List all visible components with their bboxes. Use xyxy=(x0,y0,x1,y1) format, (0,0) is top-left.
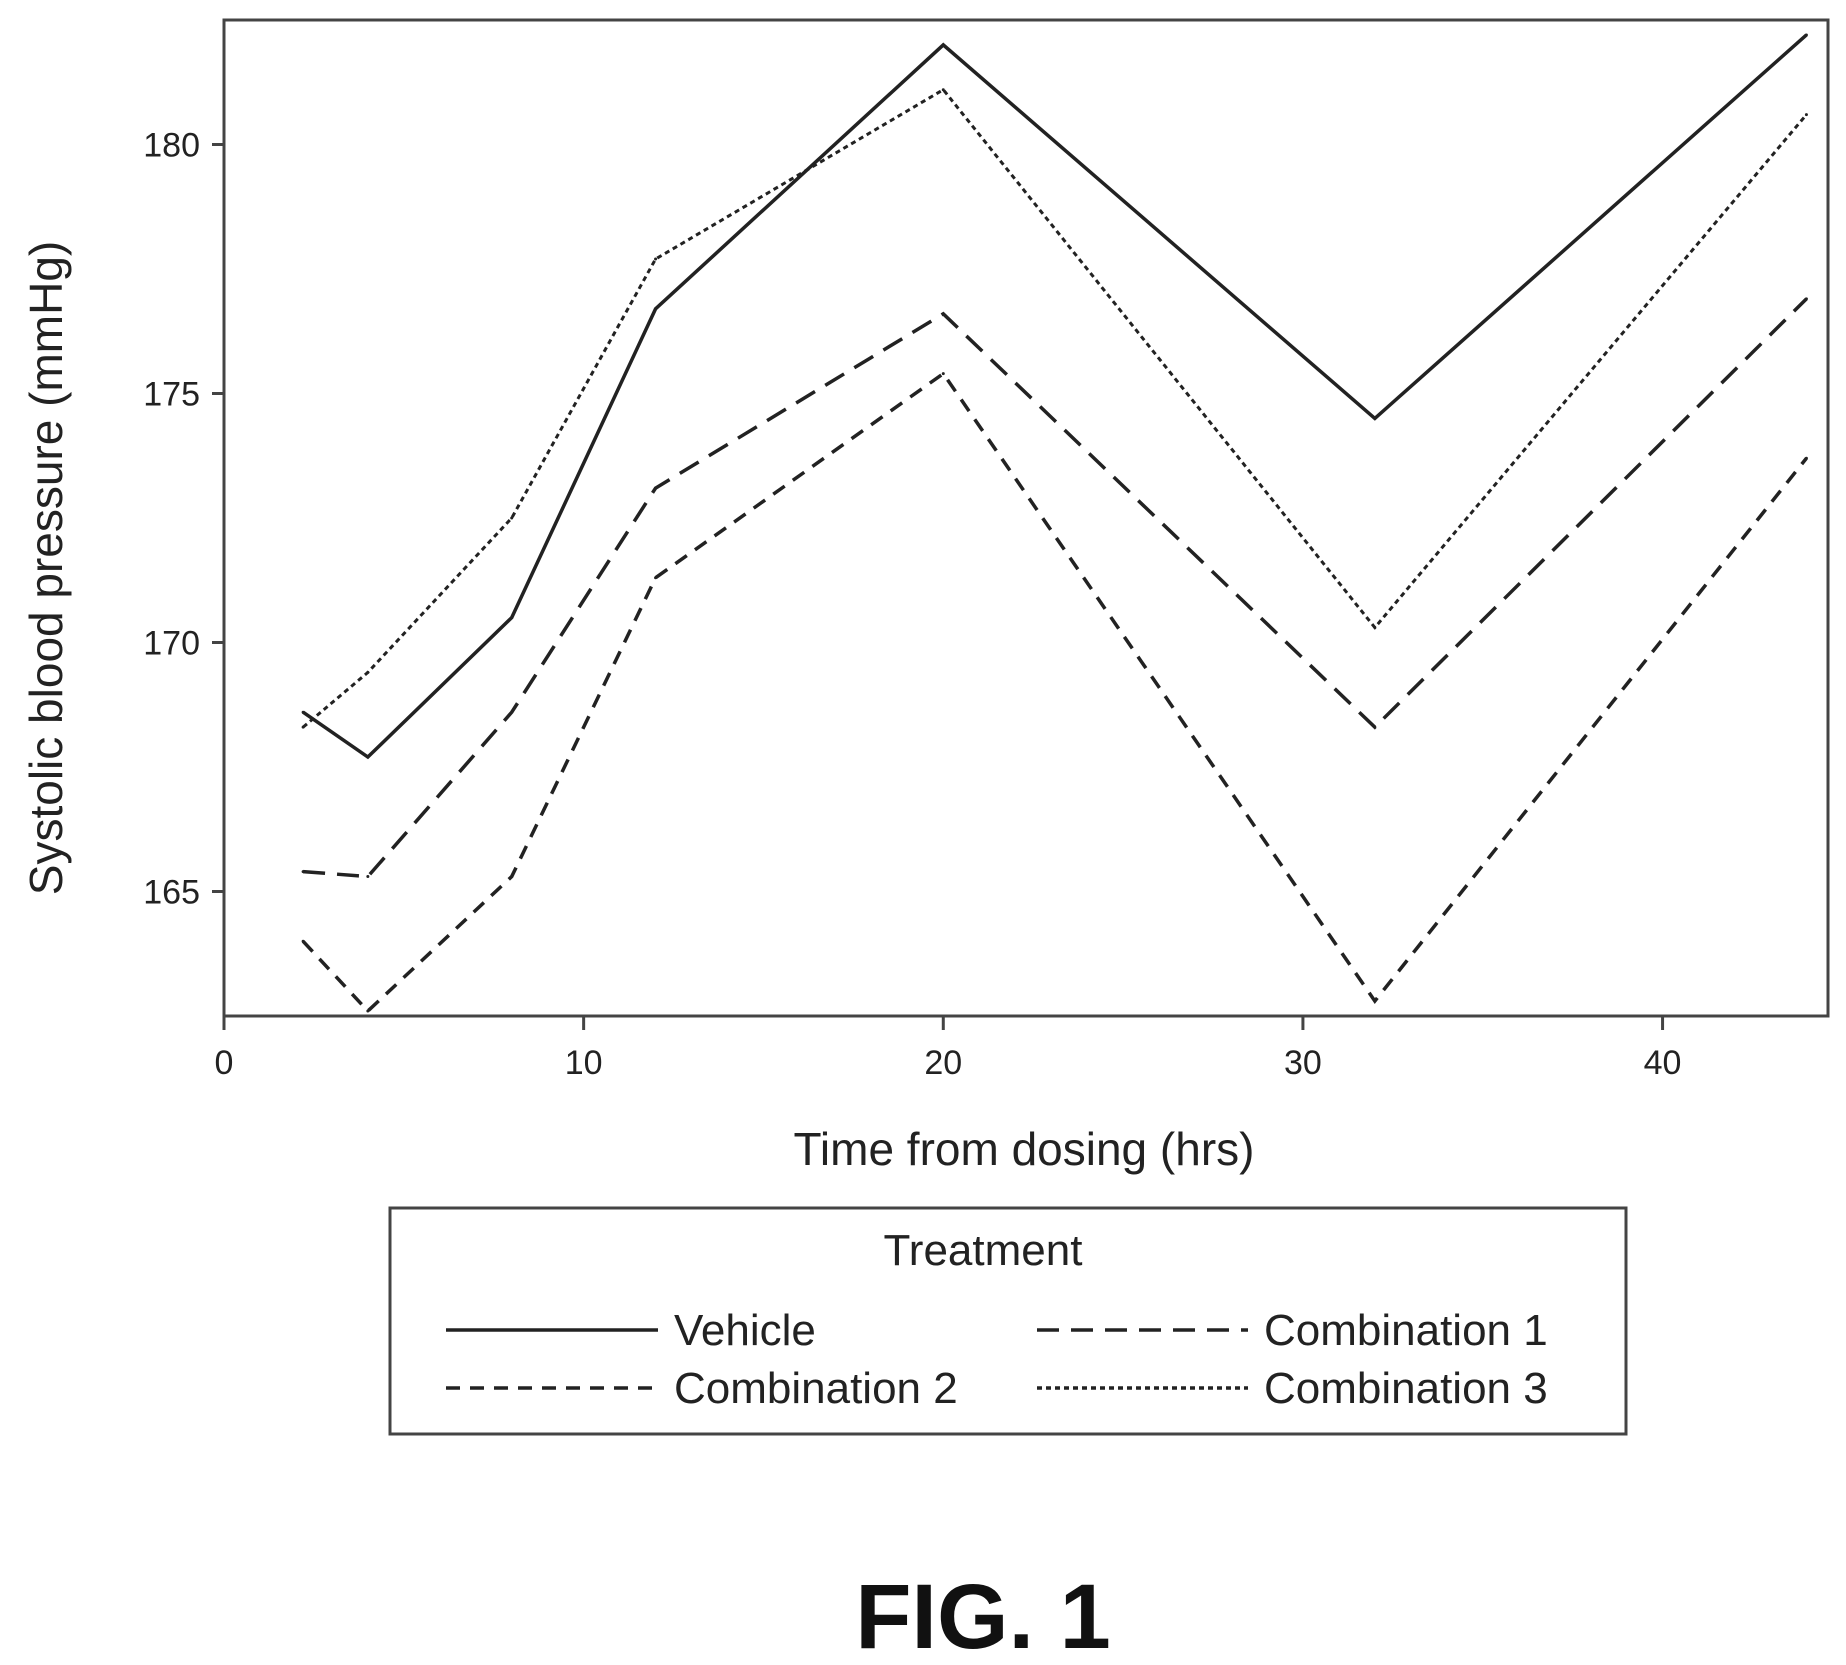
data-point xyxy=(366,755,370,759)
legend-label: Vehicle xyxy=(674,1306,816,1355)
data-point xyxy=(1373,626,1377,630)
series-layer xyxy=(301,33,1808,1014)
data-point xyxy=(366,1009,370,1013)
data-point xyxy=(1373,416,1377,420)
data-point xyxy=(510,710,514,714)
data-point xyxy=(1804,33,1808,37)
series-line-combination-2 xyxy=(301,371,1808,1014)
data-point xyxy=(1804,113,1808,117)
data-point xyxy=(301,939,305,943)
data-point xyxy=(654,486,658,490)
data-point xyxy=(510,516,514,520)
figure-caption: FIG. 1 xyxy=(855,1566,1111,1665)
data-point xyxy=(366,670,370,674)
x-tick-label: 10 xyxy=(565,1044,603,1082)
x-axis-label: Time from dosing (hrs) xyxy=(794,1123,1255,1175)
plot-frame xyxy=(222,18,1830,1018)
data-point xyxy=(1804,456,1808,460)
data-point xyxy=(654,576,658,580)
data-point xyxy=(654,307,658,311)
legend: Treatment Vehicle Combination 1 Combinatio… xyxy=(388,1206,1628,1436)
y-axis-label: Systolic blood pressure (mmHg) xyxy=(20,241,72,895)
data-point xyxy=(941,43,945,47)
data-point xyxy=(510,616,514,620)
y-tick-label: 175 xyxy=(143,376,200,414)
y-axis: 165 170 175 180 xyxy=(143,127,224,912)
x-tick-label: 20 xyxy=(924,1044,962,1082)
x-axis: 0 10 20 30 40 xyxy=(215,1016,1682,1082)
data-point xyxy=(941,372,945,376)
data-point xyxy=(301,710,305,714)
series-line-combination-3 xyxy=(302,87,1808,729)
series-line-combination-1 xyxy=(302,297,1808,879)
legend-label: Combination 3 xyxy=(1264,1364,1548,1413)
y-tick-label: 170 xyxy=(143,625,200,663)
legend-items: Vehicle Combination 1 Combination 2 Combina… xyxy=(446,1306,1548,1413)
data-point xyxy=(1804,297,1808,301)
data-point xyxy=(301,725,305,729)
y-tick-label: 165 xyxy=(143,874,200,912)
data-point xyxy=(366,875,370,879)
data-point xyxy=(1373,999,1377,1003)
legend-box xyxy=(388,1206,1628,1436)
data-point xyxy=(301,870,305,874)
legend-label: Combination 2 xyxy=(674,1364,958,1413)
data-point xyxy=(1373,725,1377,729)
x-tick-label: 40 xyxy=(1644,1044,1682,1082)
legend-label: Combination 1 xyxy=(1264,1306,1548,1355)
x-tick-label: 0 xyxy=(215,1044,234,1082)
data-point xyxy=(654,257,658,261)
data-point xyxy=(510,875,514,879)
series-line-vehicle xyxy=(302,33,1808,760)
y-tick-label: 180 xyxy=(143,127,200,165)
legend-title: Treatment xyxy=(884,1226,1083,1275)
data-point xyxy=(941,312,945,316)
data-point xyxy=(941,88,945,92)
x-tick-label: 30 xyxy=(1284,1044,1322,1082)
